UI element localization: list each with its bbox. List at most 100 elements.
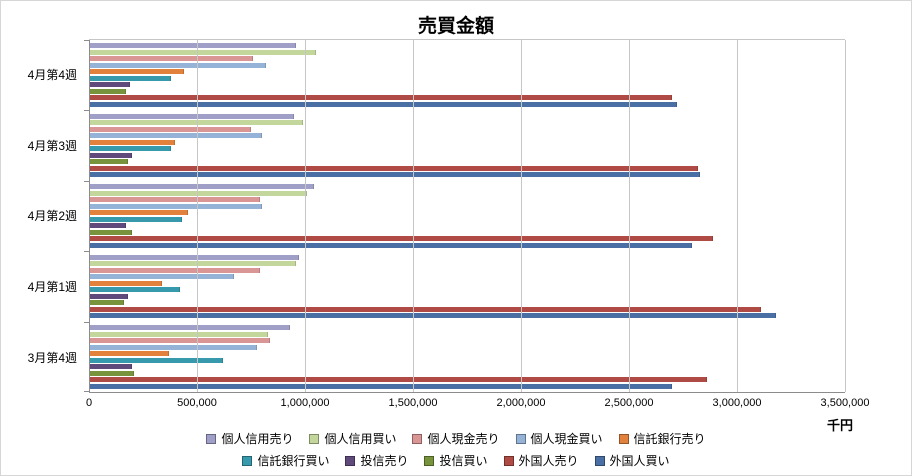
category-label: 4月第3週 bbox=[27, 138, 77, 153]
bar-個人信用買い bbox=[89, 49, 316, 55]
bar-投信買い bbox=[89, 300, 124, 306]
legend-label: 外国人売り bbox=[518, 454, 579, 468]
bar-投信売り bbox=[89, 364, 133, 370]
bar-group bbox=[89, 40, 845, 110]
bar-個人現金売り bbox=[89, 126, 251, 132]
plot-area bbox=[84, 39, 846, 393]
bar-外国人売り bbox=[89, 306, 761, 312]
value-tick-label: 1,500,000 bbox=[388, 397, 438, 409]
bar-信託銀行買い bbox=[89, 357, 223, 363]
bar-外国人買い bbox=[89, 172, 701, 178]
bar-外国人買い bbox=[89, 383, 673, 389]
legend-item: 個人現金買い bbox=[515, 430, 603, 447]
gridline bbox=[845, 40, 846, 392]
bar-信託銀行売り bbox=[89, 139, 176, 145]
bar-個人信用売り bbox=[89, 113, 295, 119]
bar-group bbox=[89, 251, 845, 321]
category-tick bbox=[84, 391, 89, 392]
bar-個人信用買い bbox=[89, 261, 297, 267]
bar-外国人売り bbox=[89, 95, 673, 101]
bar-group bbox=[89, 181, 845, 251]
legend-row: 個人信用売り 個人信用買い 個人現金売り 個人現金買い 信託銀行売り bbox=[1, 430, 911, 447]
legend-swatch bbox=[594, 455, 605, 466]
bar-投信買い bbox=[89, 159, 128, 165]
bar-信託銀行買い bbox=[89, 75, 172, 81]
bar-個人信用売り bbox=[89, 43, 297, 49]
bar-個人信用売り bbox=[89, 184, 314, 190]
gridline bbox=[305, 40, 306, 392]
legend-swatch bbox=[424, 455, 435, 466]
category-axis: 4月第4週 4月第3週 4月第2週 4月第1週 3月第4週 bbox=[1, 39, 84, 393]
legend-item: 信託銀行買い bbox=[242, 452, 329, 469]
bar-group bbox=[89, 110, 845, 180]
bar-投信売り bbox=[89, 152, 133, 158]
bar-信託銀行売り bbox=[89, 210, 189, 216]
legend-item: 外国人売り bbox=[503, 452, 579, 469]
bar-投信売り bbox=[89, 223, 126, 229]
bar-外国人買い bbox=[89, 101, 677, 107]
bar-個人現金買い bbox=[89, 133, 262, 139]
value-axis: 0 500,000 1,000,000 1,500,000 2,000,000 2,500… bbox=[1, 397, 911, 413]
legend-swatch bbox=[503, 455, 514, 466]
bar-外国人買い bbox=[89, 242, 692, 248]
bar-外国人売り bbox=[89, 165, 699, 171]
bar-個人信用売り bbox=[89, 254, 299, 260]
value-axis-line bbox=[89, 40, 90, 392]
bar-投信売り bbox=[89, 293, 128, 299]
legend-item: 個人信用買い bbox=[309, 430, 396, 447]
legend-item: 外国人買い bbox=[594, 452, 670, 469]
bar-投信買い bbox=[89, 229, 133, 235]
bar-group bbox=[89, 322, 845, 392]
legend-swatch bbox=[412, 433, 423, 444]
bar-個人現金買い bbox=[89, 203, 262, 209]
gridline bbox=[413, 40, 414, 392]
legend-label: 投信売り bbox=[360, 454, 409, 468]
category-label: 4月第1週 bbox=[27, 280, 77, 295]
gridline bbox=[629, 40, 630, 392]
legend-item: 投信買い bbox=[424, 452, 488, 469]
category-tick bbox=[84, 110, 89, 112]
bar-個人信用買い bbox=[89, 331, 269, 337]
value-tick-label: 2,500,000 bbox=[604, 397, 654, 409]
bar-信託銀行売り bbox=[89, 351, 169, 357]
bar-外国人売り bbox=[89, 236, 714, 242]
bar-個人信用買い bbox=[89, 120, 303, 126]
bar-投信買い bbox=[89, 88, 126, 94]
legend-swatch bbox=[345, 455, 356, 466]
category-tick bbox=[84, 40, 89, 41]
bar-個人現金売り bbox=[89, 267, 260, 273]
bar-個人現金売り bbox=[89, 197, 260, 203]
category-tick bbox=[84, 180, 89, 182]
bar-信託銀行買い bbox=[89, 287, 180, 293]
legend-item: 信託銀行売り bbox=[618, 430, 706, 447]
bar-個人現金売り bbox=[89, 338, 271, 344]
category-label: 3月第4週 bbox=[27, 351, 77, 366]
legend-label: 個人現金買い bbox=[530, 432, 603, 446]
category-tick bbox=[84, 251, 89, 253]
category-label: 4月第2週 bbox=[27, 209, 77, 224]
gridline bbox=[737, 40, 738, 392]
legend-label: 信託銀行売り bbox=[633, 432, 706, 446]
bar-個人現金買い bbox=[89, 344, 258, 350]
value-tick-label: 3,500,000 bbox=[820, 397, 870, 409]
legend-label: 個人信用買い bbox=[324, 432, 397, 446]
bar-信託銀行売り bbox=[89, 280, 163, 286]
value-tick-label: 3,000,000 bbox=[712, 397, 762, 409]
bar-信託銀行売り bbox=[89, 69, 185, 75]
legend-label: 個人現金売り bbox=[427, 432, 500, 446]
bar-信託銀行買い bbox=[89, 146, 172, 152]
legend-label: 信託銀行買い bbox=[257, 454, 330, 468]
legend-row: 信託銀行買い 投信売り 投信買い 外国人売り 外国人買い bbox=[1, 452, 911, 469]
bar-個人信用売り bbox=[89, 325, 290, 331]
category-label: 4月第4週 bbox=[27, 67, 77, 82]
axis-unit-label: 千円 bbox=[826, 418, 853, 433]
legend-swatch bbox=[515, 433, 526, 444]
legend: 個人信用売り 個人信用買い 個人現金売り 個人現金買い 信託銀行売り信託銀行買い 投信売り… bbox=[1, 430, 911, 469]
bar-信託銀行買い bbox=[89, 216, 182, 222]
legend-swatch bbox=[309, 433, 320, 444]
legend-label: 個人信用売り bbox=[221, 432, 294, 446]
bar-groups bbox=[89, 40, 845, 392]
category-tick bbox=[84, 321, 89, 323]
bar-投信買い bbox=[89, 370, 135, 376]
